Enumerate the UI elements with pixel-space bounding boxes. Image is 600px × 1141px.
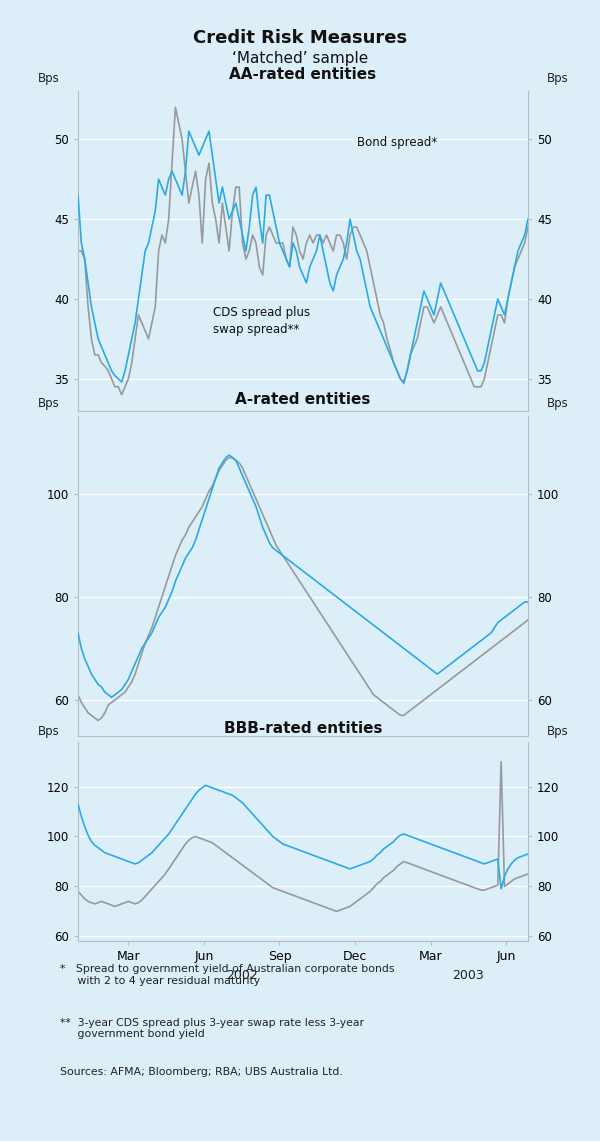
Text: Bps: Bps [547,397,569,410]
Text: 2002: 2002 [226,970,257,982]
Text: ‘Matched’ sample: ‘Matched’ sample [232,51,368,66]
Text: Bond spread*: Bond spread* [357,136,437,148]
Text: AA-rated entities: AA-rated entities [229,66,377,82]
Text: **  3-year CDS spread plus 3-year swap rate less 3-year
     government bond yie: ** 3-year CDS spread plus 3-year swap ra… [60,1018,364,1039]
Text: CDS spread plus
swap spread**: CDS spread plus swap spread** [213,306,310,337]
Text: Bps: Bps [37,72,59,84]
Text: Bps: Bps [37,397,59,410]
Text: *   Spread to government yield of Australian corporate bonds
     with 2 to 4 ye: * Spread to government yield of Australi… [60,964,395,986]
Text: 2003: 2003 [452,970,484,982]
Text: Bps: Bps [547,72,569,84]
Text: Credit Risk Measures: Credit Risk Measures [193,29,407,47]
Text: Bps: Bps [547,725,569,738]
Text: Bps: Bps [37,725,59,738]
Text: A-rated entities: A-rated entities [235,391,371,407]
Text: Sources: AFMA; Bloomberg; RBA; UBS Australia Ltd.: Sources: AFMA; Bloomberg; RBA; UBS Austr… [60,1067,343,1077]
Text: BBB-rated entities: BBB-rated entities [224,721,382,736]
